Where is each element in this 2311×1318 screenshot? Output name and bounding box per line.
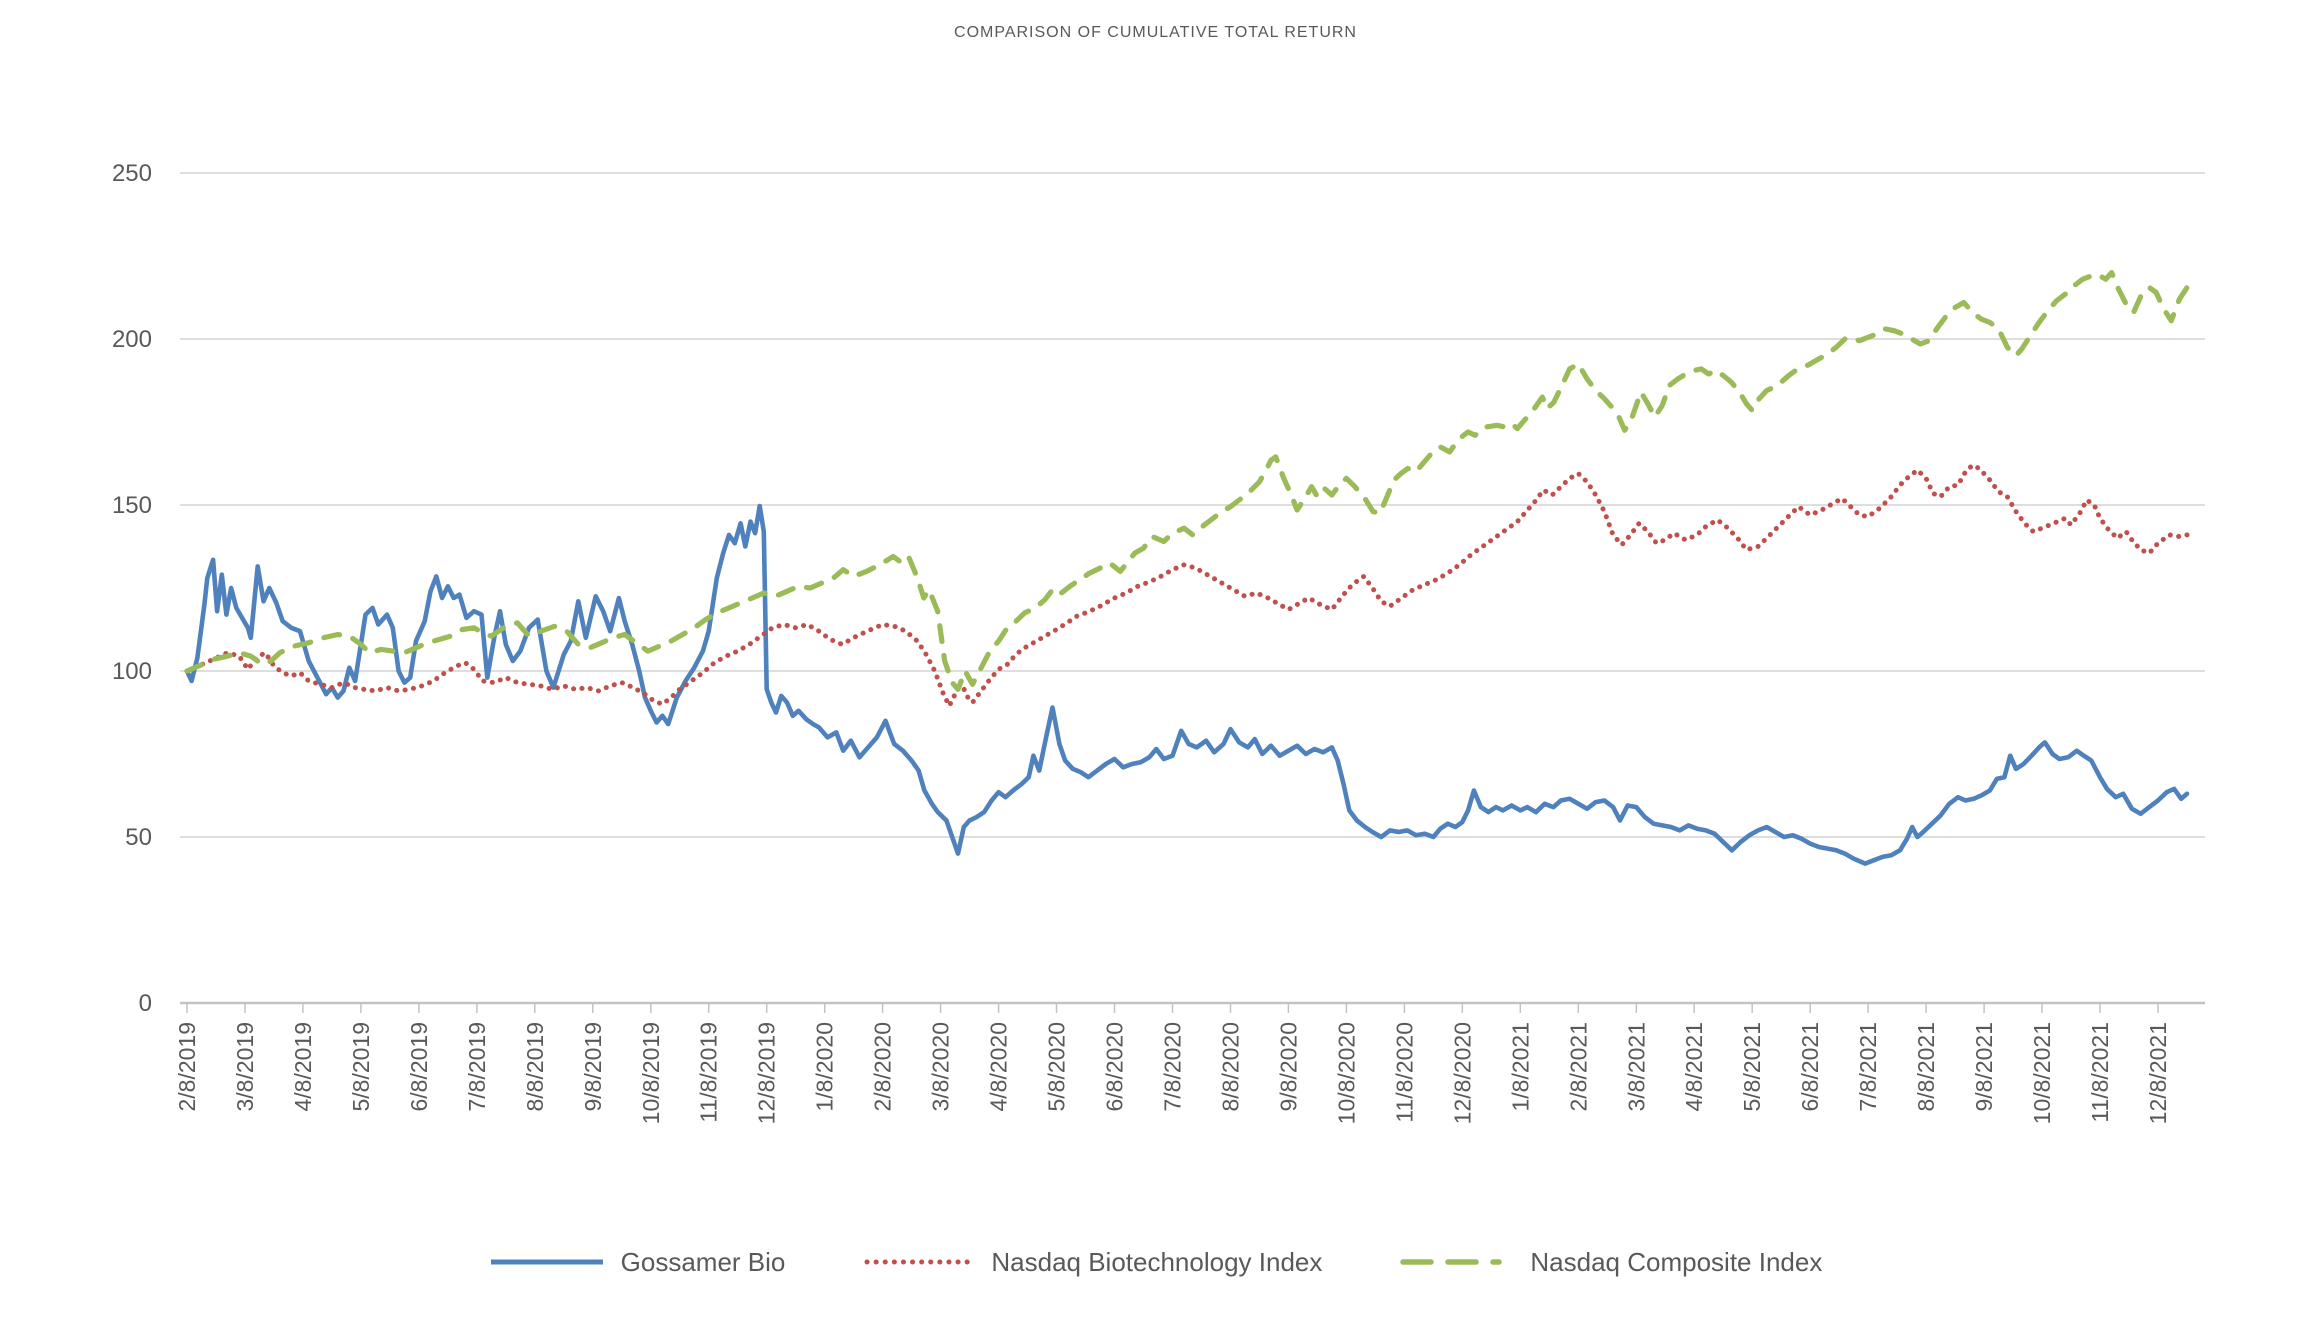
svg-text:6/8/2019: 6/8/2019 [406, 1022, 432, 1112]
svg-text:5/8/2019: 5/8/2019 [348, 1022, 374, 1112]
svg-text:9/8/2020: 9/8/2020 [1275, 1022, 1301, 1112]
svg-text:7/8/2020: 7/8/2020 [1160, 1022, 1186, 1112]
svg-text:2/8/2019: 2/8/2019 [174, 1022, 200, 1112]
svg-text:1/8/2021: 1/8/2021 [1507, 1022, 1533, 1112]
svg-text:11/8/2021: 11/8/2021 [2087, 1022, 2113, 1123]
svg-text:12/8/2021: 12/8/2021 [2145, 1022, 2171, 1124]
svg-text:4/8/2019: 4/8/2019 [290, 1022, 316, 1112]
svg-text:11/8/2019: 11/8/2019 [696, 1022, 722, 1123]
svg-text:11/8/2020: 11/8/2020 [1391, 1022, 1417, 1123]
svg-text:1/8/2020: 1/8/2020 [812, 1022, 838, 1112]
legend-label: Nasdaq Biotechnology Index [991, 1246, 1323, 1277]
dashed-line-swatch-icon [1400, 1259, 1515, 1265]
svg-text:8/8/2020: 8/8/2020 [1218, 1022, 1244, 1112]
chart-legend: Gossamer Bio Nasdaq Biotechnology Index … [0, 1232, 2311, 1292]
svg-text:4/8/2020: 4/8/2020 [986, 1022, 1012, 1112]
legend-item-nasdaq-biotechnology-index: Nasdaq Biotechnology Index [863, 1247, 1322, 1278]
svg-text:100: 100 [112, 658, 152, 685]
legend-item-gossamer-bio: Gossamer Bio [489, 1246, 786, 1278]
svg-text:6/8/2020: 6/8/2020 [1102, 1022, 1128, 1112]
svg-text:7/8/2019: 7/8/2019 [464, 1022, 490, 1112]
svg-text:3/8/2021: 3/8/2021 [1623, 1022, 1649, 1112]
solid-line-swatch-icon [490, 1259, 603, 1265]
svg-text:12/8/2020: 12/8/2020 [1449, 1022, 1475, 1124]
svg-text:150: 150 [112, 492, 152, 519]
svg-text:250: 250 [112, 160, 152, 187]
svg-text:12/8/2019: 12/8/2019 [754, 1022, 780, 1124]
svg-text:3/8/2019: 3/8/2019 [232, 1022, 258, 1112]
svg-text:9/8/2021: 9/8/2021 [1971, 1022, 1997, 1112]
svg-text:8/8/2019: 8/8/2019 [522, 1022, 548, 1112]
svg-text:10/8/2020: 10/8/2020 [1333, 1022, 1359, 1124]
legend-label: Nasdaq Composite Index [1530, 1246, 1823, 1277]
svg-text:0: 0 [139, 990, 152, 1017]
svg-text:2/8/2021: 2/8/2021 [1565, 1022, 1591, 1112]
dotted-line-swatch-icon [864, 1259, 976, 1265]
svg-text:50: 50 [125, 824, 152, 851]
svg-text:8/8/2021: 8/8/2021 [1913, 1022, 1939, 1112]
svg-text:3/8/2020: 3/8/2020 [928, 1022, 954, 1112]
svg-text:10/8/2019: 10/8/2019 [638, 1022, 664, 1124]
svg-text:6/8/2021: 6/8/2021 [1797, 1022, 1823, 1112]
svg-text:4/8/2021: 4/8/2021 [1681, 1022, 1707, 1112]
svg-text:7/8/2021: 7/8/2021 [1855, 1022, 1881, 1112]
chart-title: COMPARISON OF CUMULATIVE TOTAL RETURN [954, 24, 1357, 41]
svg-text:2/8/2020: 2/8/2020 [870, 1022, 896, 1112]
svg-text:9/8/2019: 9/8/2019 [580, 1022, 606, 1112]
legend-item-nasdaq-composite-index: Nasdaq Composite Index [1400, 1247, 1822, 1278]
svg-text:10/8/2021: 10/8/2021 [2029, 1022, 2055, 1124]
legend-label: Gossamer Bio [620, 1246, 786, 1277]
svg-text:5/8/2020: 5/8/2020 [1044, 1022, 1070, 1112]
svg-text:200: 200 [112, 326, 152, 353]
svg-text:5/8/2021: 5/8/2021 [1739, 1022, 1765, 1112]
